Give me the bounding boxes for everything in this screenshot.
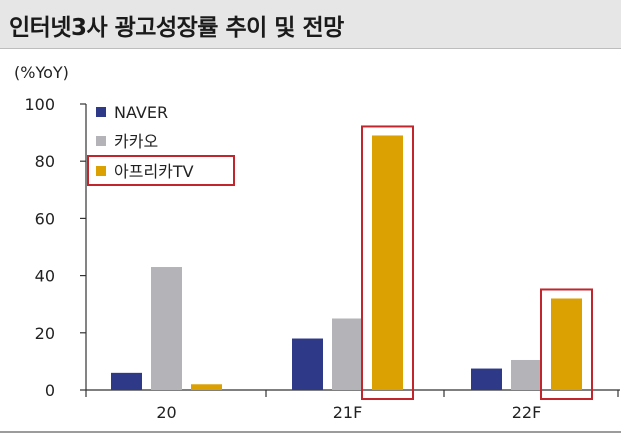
legend-highlight-box	[87, 155, 235, 186]
bar-22F-series-2	[511, 359, 542, 390]
x-tick-label: 21F	[333, 403, 363, 422]
chart-axes: 0 20 40 60 80 100	[24, 95, 620, 400]
y-tick-label: 100	[24, 95, 55, 114]
bar-22F-series-3	[551, 298, 582, 390]
y-tick-label: 20	[35, 324, 55, 343]
bar-20-series-2	[151, 267, 182, 390]
bar-21F-series-2	[332, 318, 363, 390]
legend-label-1: NAVER	[114, 103, 168, 122]
y-tick-label: 80	[35, 152, 55, 171]
y-tick-label: 40	[35, 267, 55, 286]
highlight-box-21F	[361, 125, 414, 401]
y-tick-label: 0	[45, 381, 55, 400]
title-bar: 인터넷3사 광고성장률 추이 및 전망	[0, 0, 621, 49]
bar-22F-series-1	[471, 368, 502, 390]
x-tick-label: 22F	[512, 403, 542, 422]
bottom-divider	[0, 431, 621, 433]
x-axis-labels: 20 21F 22F	[156, 403, 541, 422]
bar-20-series-3	[191, 384, 222, 390]
bar-20-series-1	[111, 372, 142, 390]
legend-label-2: 카카오	[114, 132, 158, 151]
legend-swatch-3	[96, 166, 106, 176]
page-title: 인터넷3사 광고성장률 추이 및 전망	[9, 15, 344, 41]
highlight-boxes	[361, 125, 593, 401]
x-tick-label: 20	[156, 403, 176, 422]
y-tick-label: 60	[35, 209, 55, 228]
bar-21F-series-1	[292, 338, 323, 390]
chart-bars	[111, 135, 582, 390]
legend-label-3: 아프리카TV	[114, 162, 194, 181]
y-unit-label: (%YoY)	[14, 63, 69, 82]
highlight-box-22F	[540, 288, 593, 401]
legend-swatch-2	[96, 136, 106, 146]
legend-swatch-1	[96, 107, 106, 117]
bar-21F-series-3	[372, 135, 403, 390]
